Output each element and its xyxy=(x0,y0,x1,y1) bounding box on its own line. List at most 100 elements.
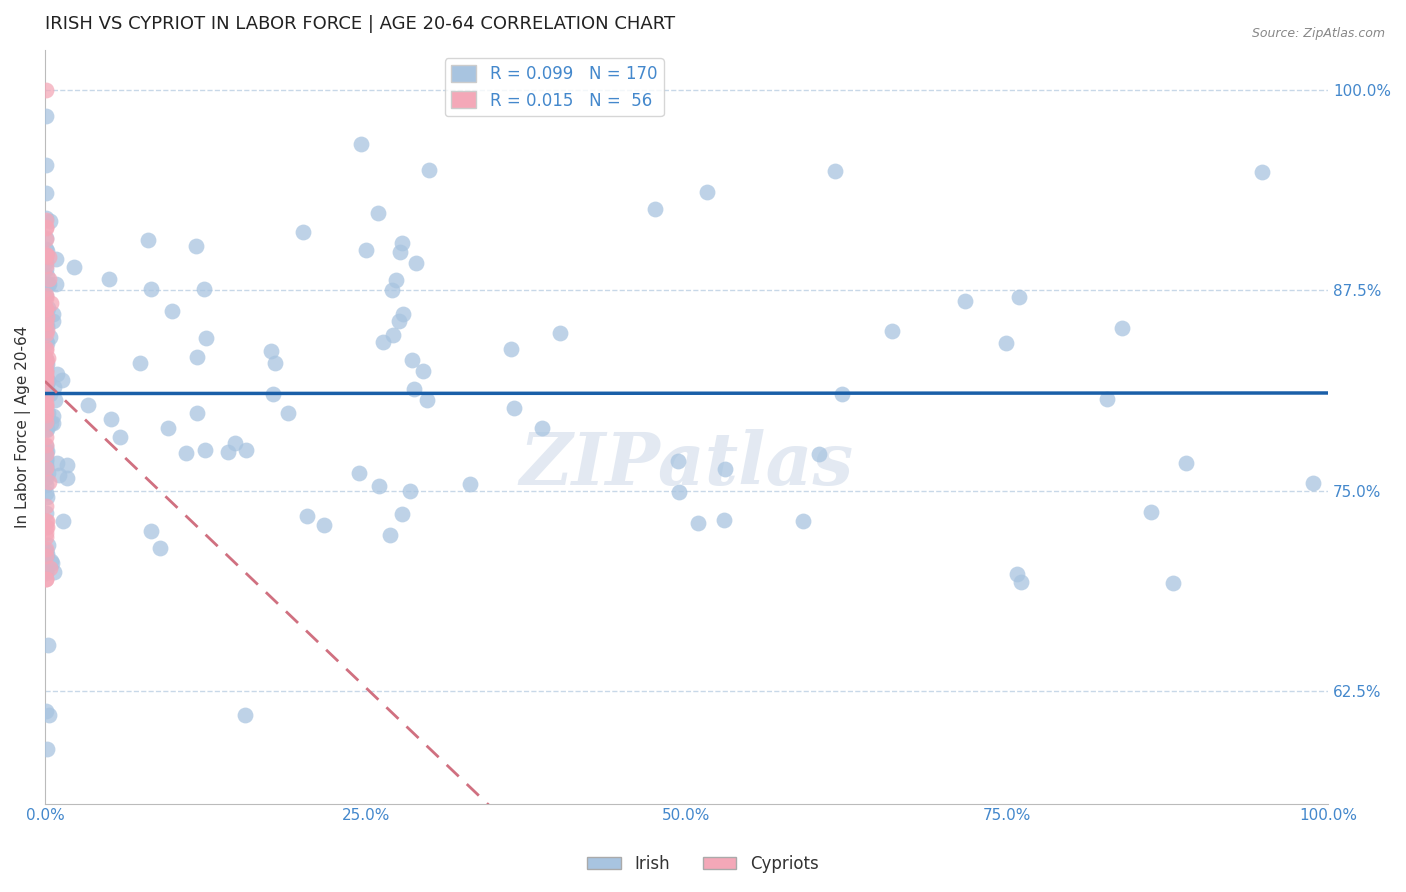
Point xyxy=(378,528,401,542)
Point xyxy=(262,387,284,401)
Point xyxy=(35,376,58,390)
Point xyxy=(224,436,246,450)
Point xyxy=(37,374,59,388)
Point xyxy=(35,548,58,562)
Point xyxy=(35,363,58,377)
Point xyxy=(41,409,63,423)
Point xyxy=(401,353,423,368)
Point xyxy=(1251,165,1274,179)
Point xyxy=(35,417,58,431)
Point xyxy=(35,499,58,513)
Point xyxy=(38,561,60,575)
Point xyxy=(412,364,434,378)
Point xyxy=(35,506,58,520)
Point xyxy=(35,384,58,399)
Point xyxy=(35,514,58,528)
Point xyxy=(1008,290,1031,304)
Point xyxy=(35,405,58,419)
Point xyxy=(35,353,58,368)
Point xyxy=(35,369,58,384)
Point xyxy=(35,519,58,533)
Point xyxy=(312,518,335,533)
Point xyxy=(35,460,58,475)
Point xyxy=(402,382,425,396)
Point xyxy=(1111,320,1133,334)
Point xyxy=(45,367,67,381)
Point xyxy=(35,572,58,586)
Point xyxy=(35,319,58,334)
Point xyxy=(35,109,58,123)
Point xyxy=(35,220,58,235)
Point xyxy=(384,273,406,287)
Point xyxy=(194,331,217,345)
Point xyxy=(37,514,59,528)
Point xyxy=(35,302,58,317)
Point xyxy=(35,742,58,756)
Point xyxy=(35,379,58,393)
Point xyxy=(398,483,420,498)
Point xyxy=(35,423,58,437)
Point xyxy=(35,289,58,303)
Point xyxy=(35,288,58,302)
Point xyxy=(35,458,58,472)
Point xyxy=(35,564,58,578)
Point xyxy=(880,324,903,338)
Point xyxy=(503,401,526,415)
Point xyxy=(35,543,58,558)
Point xyxy=(39,296,62,310)
Point xyxy=(381,283,404,297)
Point xyxy=(37,422,59,436)
Point xyxy=(367,206,389,220)
Point xyxy=(416,393,439,408)
Point xyxy=(35,451,58,466)
Point xyxy=(44,380,66,394)
Point xyxy=(35,232,58,246)
Point xyxy=(38,329,60,343)
Point xyxy=(41,416,63,430)
Point xyxy=(160,303,183,318)
Point xyxy=(35,416,58,430)
Point xyxy=(35,520,58,534)
Point xyxy=(35,323,58,337)
Point xyxy=(35,408,58,422)
Point xyxy=(35,373,58,387)
Point xyxy=(35,310,58,325)
Point xyxy=(35,211,58,225)
Point xyxy=(35,530,58,544)
Point xyxy=(186,350,208,364)
Point xyxy=(128,356,150,370)
Point xyxy=(37,406,59,420)
Point xyxy=(139,524,162,539)
Point xyxy=(418,162,440,177)
Point xyxy=(35,549,58,563)
Point xyxy=(35,277,58,292)
Point xyxy=(260,344,283,359)
Point xyxy=(1175,456,1198,470)
Point xyxy=(35,445,58,459)
Point xyxy=(1161,576,1184,591)
Point xyxy=(35,566,58,581)
Point xyxy=(194,442,217,457)
Point xyxy=(37,277,59,291)
Point xyxy=(35,231,58,245)
Point xyxy=(381,328,404,343)
Point xyxy=(35,399,58,413)
Point xyxy=(347,467,370,481)
Point xyxy=(35,439,58,453)
Point xyxy=(56,458,79,473)
Point xyxy=(35,471,58,485)
Point xyxy=(35,261,58,276)
Point xyxy=(35,259,58,273)
Point xyxy=(35,303,58,318)
Text: ZIPatlas: ZIPatlas xyxy=(519,429,853,500)
Y-axis label: In Labor Force | Age 20-64: In Labor Force | Age 20-64 xyxy=(15,326,31,528)
Point xyxy=(141,282,163,296)
Point xyxy=(108,430,131,444)
Point xyxy=(149,541,172,555)
Point xyxy=(291,225,314,239)
Point xyxy=(156,421,179,435)
Point xyxy=(35,323,58,337)
Point xyxy=(35,249,58,263)
Legend: R = 0.099   N = 170, R = 0.015   N =  56: R = 0.099 N = 170, R = 0.015 N = 56 xyxy=(444,58,664,116)
Point xyxy=(35,316,58,330)
